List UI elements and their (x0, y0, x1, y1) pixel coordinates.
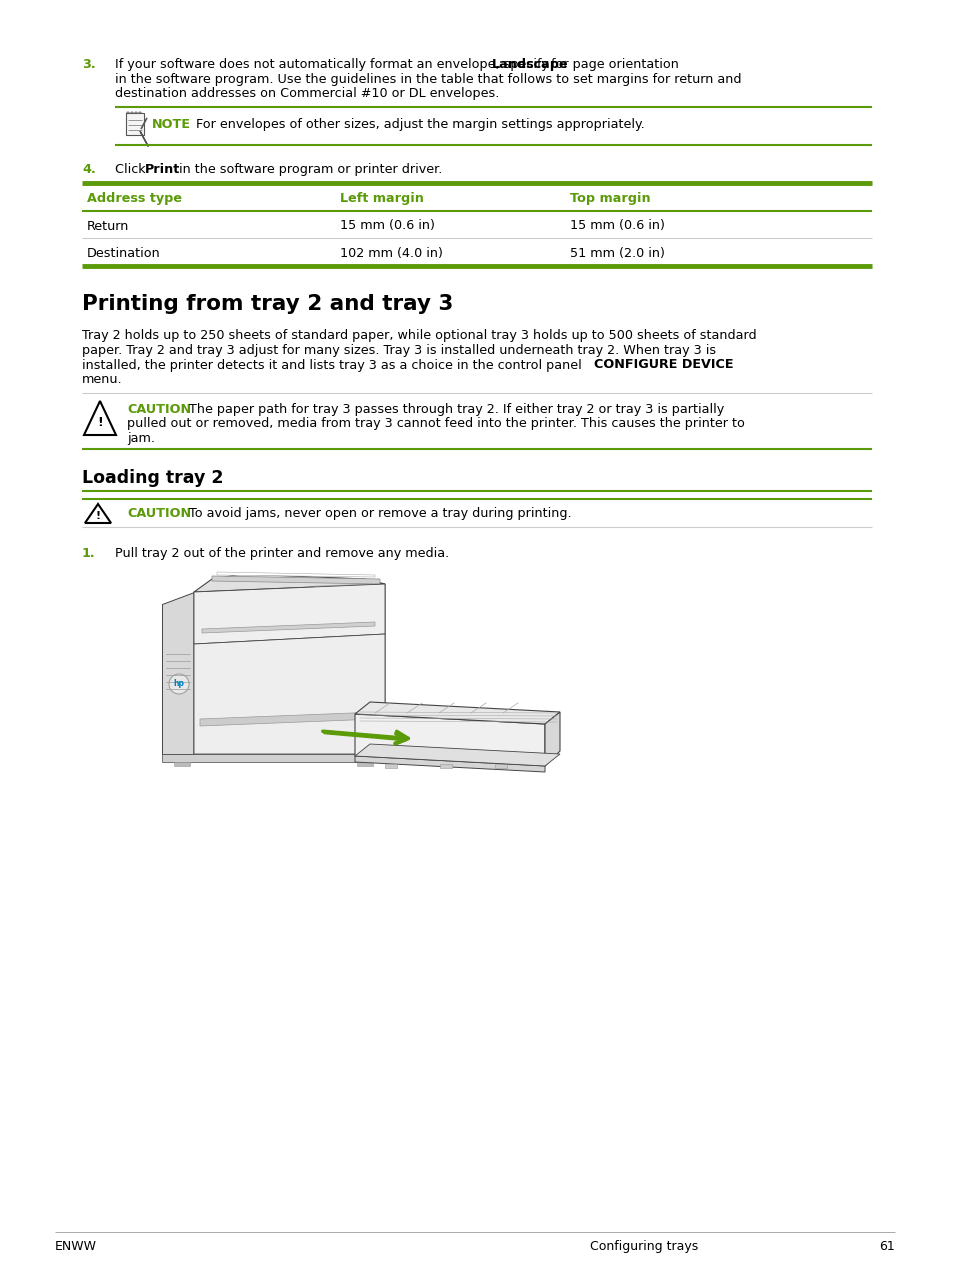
Text: Pull tray 2 out of the printer and remove any media.: Pull tray 2 out of the printer and remov… (115, 547, 449, 560)
Polygon shape (193, 584, 385, 754)
Text: If your software does not automatically format an envelope, specify: If your software does not automatically … (115, 58, 552, 71)
Text: Click: Click (115, 163, 150, 177)
Text: Tray 2 holds up to 250 sheets of standard paper, while optional tray 3 holds up : Tray 2 holds up to 250 sheets of standar… (82, 329, 756, 343)
Text: hp: hp (173, 679, 184, 688)
Text: 51 mm (2.0 in): 51 mm (2.0 in) (569, 246, 664, 260)
Polygon shape (216, 572, 375, 577)
Polygon shape (193, 574, 385, 592)
Text: Return: Return (87, 220, 130, 232)
Text: 4.: 4. (82, 163, 95, 177)
Text: in the software program. Use the guidelines in the table that follows to set mar: in the software program. Use the guideli… (115, 72, 740, 85)
Text: pulled out or removed, media from tray 3 cannot feed into the printer. This caus: pulled out or removed, media from tray 3… (127, 418, 744, 431)
Text: 1.: 1. (82, 547, 95, 560)
Polygon shape (193, 584, 385, 644)
Circle shape (353, 591, 356, 594)
Polygon shape (200, 712, 376, 726)
Text: Printing from tray 2 and tray 3: Printing from tray 2 and tray 3 (82, 293, 453, 314)
Polygon shape (193, 634, 385, 754)
Text: 102 mm (4.0 in): 102 mm (4.0 in) (339, 246, 442, 260)
Text: Configuring trays: Configuring trays (589, 1240, 698, 1253)
Text: 15 mm (0.6 in): 15 mm (0.6 in) (339, 220, 435, 232)
Text: !: ! (95, 511, 100, 521)
Polygon shape (202, 622, 375, 632)
Bar (495, 765, 506, 768)
Text: for page orientation: for page orientation (546, 58, 679, 71)
Text: Top margin: Top margin (569, 192, 650, 204)
Bar (356, 762, 373, 766)
Polygon shape (544, 712, 559, 766)
Text: installed, the printer detects it and lists tray 3 as a choice in the control pa: installed, the printer detects it and li… (82, 358, 585, 372)
Text: Left margin: Left margin (339, 192, 423, 204)
Text: The paper path for tray 3 passes through tray 2. If either tray 2 or tray 3 is p: The paper path for tray 3 passes through… (177, 403, 723, 417)
Text: Destination: Destination (87, 246, 161, 260)
Text: 61: 61 (879, 1240, 894, 1253)
Text: Landscape: Landscape (492, 58, 568, 71)
Circle shape (323, 591, 327, 594)
Text: CAUTION: CAUTION (127, 507, 191, 519)
Text: 15 mm (0.6 in): 15 mm (0.6 in) (569, 220, 664, 232)
Text: For envelopes of other sizes, adjust the margin settings appropriately.: For envelopes of other sizes, adjust the… (184, 118, 644, 131)
Text: ENWW: ENWW (55, 1240, 97, 1253)
Bar (439, 765, 452, 768)
Text: destination addresses on Commercial #10 or DL envelopes.: destination addresses on Commercial #10 … (115, 88, 498, 100)
Circle shape (337, 591, 341, 594)
Bar (173, 762, 190, 766)
Polygon shape (355, 702, 559, 724)
Text: NOTE: NOTE (152, 118, 191, 131)
Polygon shape (355, 714, 544, 766)
Text: To avoid jams, never open or remove a tray during printing.: To avoid jams, never open or remove a tr… (177, 507, 571, 519)
Polygon shape (162, 592, 193, 754)
Text: jam.: jam. (127, 432, 154, 444)
Text: CONFIGURE DEVICE: CONFIGURE DEVICE (594, 358, 733, 372)
Polygon shape (212, 577, 379, 584)
Text: Loading tray 2: Loading tray 2 (82, 469, 223, 486)
Text: menu.: menu. (82, 373, 123, 386)
Polygon shape (162, 754, 385, 762)
Bar (126, 113, 144, 135)
Polygon shape (355, 744, 559, 766)
Text: CAUTION: CAUTION (127, 403, 191, 417)
Text: 3.: 3. (82, 58, 95, 71)
Text: in the software program or printer driver.: in the software program or printer drive… (174, 163, 442, 177)
Bar (385, 765, 396, 768)
Circle shape (169, 674, 189, 693)
Text: paper. Tray 2 and tray 3 adjust for many sizes. Tray 3 is installed underneath t: paper. Tray 2 and tray 3 adjust for many… (82, 344, 716, 357)
FancyArrow shape (140, 131, 148, 146)
Text: !: ! (97, 415, 103, 428)
Text: Print: Print (145, 163, 180, 177)
Polygon shape (314, 584, 375, 602)
Text: Address type: Address type (87, 192, 182, 204)
Polygon shape (355, 756, 544, 772)
